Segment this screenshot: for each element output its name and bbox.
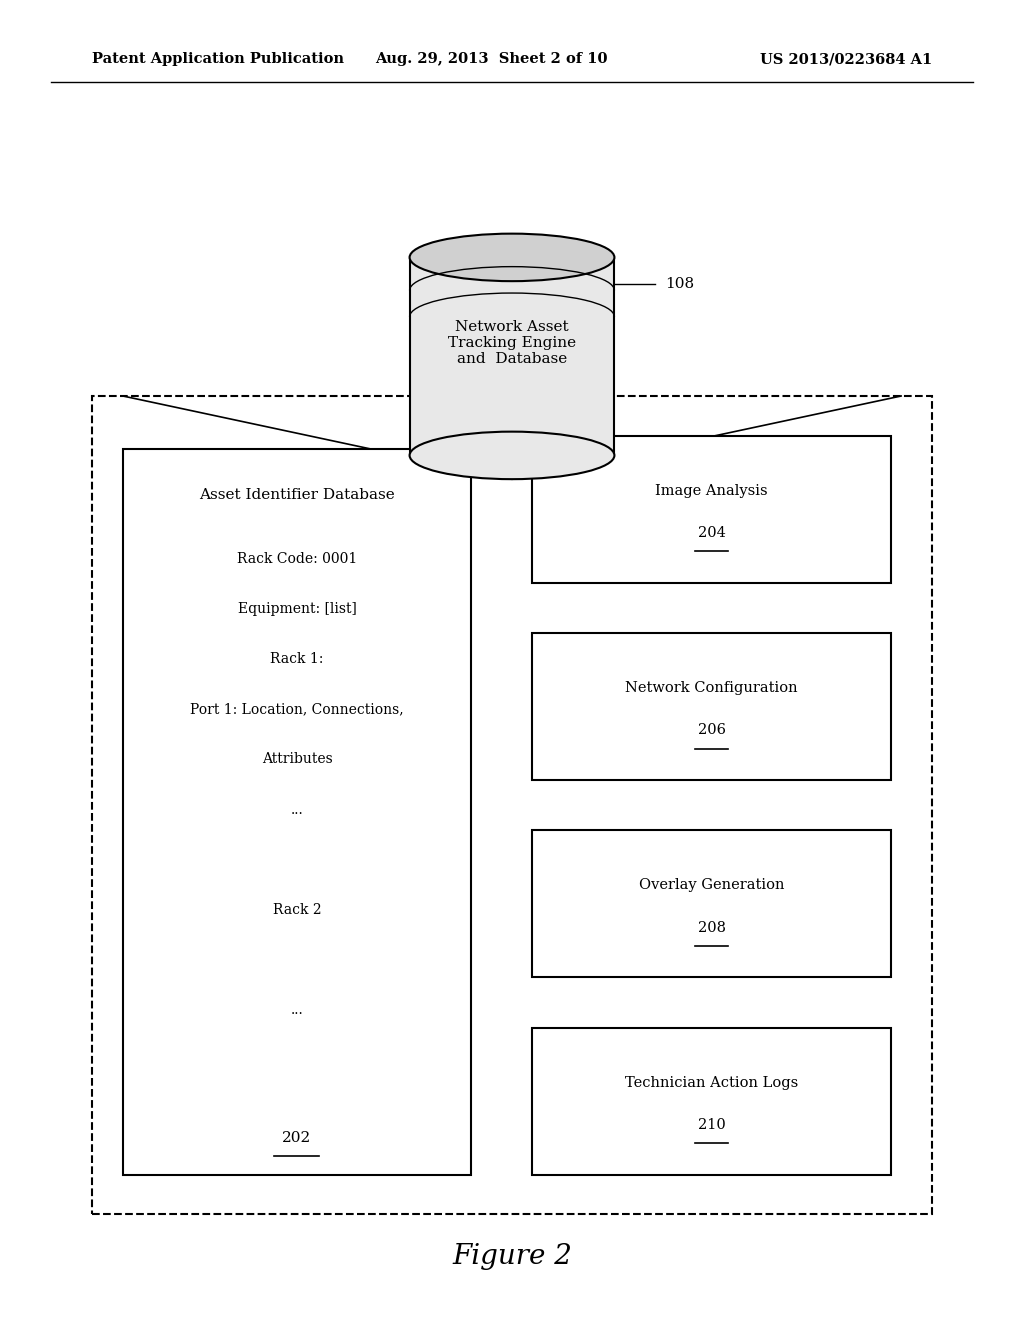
Text: Overlay Generation: Overlay Generation xyxy=(639,878,784,892)
Text: Rack 1:: Rack 1: xyxy=(270,652,324,667)
Text: Figure 2: Figure 2 xyxy=(452,1243,572,1270)
Text: Network Configuration: Network Configuration xyxy=(626,681,798,696)
Text: ...: ... xyxy=(291,1003,303,1018)
Text: 208: 208 xyxy=(697,920,726,935)
Polygon shape xyxy=(410,257,614,455)
Ellipse shape xyxy=(410,234,614,281)
FancyBboxPatch shape xyxy=(123,449,471,1175)
FancyBboxPatch shape xyxy=(532,436,891,583)
Text: Patent Application Publication: Patent Application Publication xyxy=(92,53,344,66)
Text: Port 1: Location, Connections,: Port 1: Location, Connections, xyxy=(190,702,403,717)
Text: Network Asset
Tracking Engine
and  Database: Network Asset Tracking Engine and Databa… xyxy=(447,319,577,367)
FancyBboxPatch shape xyxy=(92,396,932,1214)
Text: Aug. 29, 2013  Sheet 2 of 10: Aug. 29, 2013 Sheet 2 of 10 xyxy=(375,53,608,66)
Text: Attributes: Attributes xyxy=(261,752,333,767)
Text: US 2013/0223684 A1: US 2013/0223684 A1 xyxy=(760,53,932,66)
FancyBboxPatch shape xyxy=(532,830,891,978)
Text: Equipment: [list]: Equipment: [list] xyxy=(238,602,356,616)
Text: Asset Identifier Database: Asset Identifier Database xyxy=(199,488,395,503)
FancyBboxPatch shape xyxy=(532,1028,891,1175)
FancyBboxPatch shape xyxy=(532,634,891,780)
Text: 204: 204 xyxy=(697,525,726,540)
Text: Rack 2: Rack 2 xyxy=(272,903,322,917)
Text: Rack Code: 0001: Rack Code: 0001 xyxy=(237,552,357,566)
Text: 206: 206 xyxy=(697,723,726,738)
Ellipse shape xyxy=(410,432,614,479)
Text: 108: 108 xyxy=(666,277,694,290)
Text: Technician Action Logs: Technician Action Logs xyxy=(625,1076,799,1090)
Text: 210: 210 xyxy=(697,1118,726,1133)
Text: 202: 202 xyxy=(283,1131,311,1144)
Text: ...: ... xyxy=(291,803,303,817)
Text: Image Analysis: Image Analysis xyxy=(655,483,768,498)
